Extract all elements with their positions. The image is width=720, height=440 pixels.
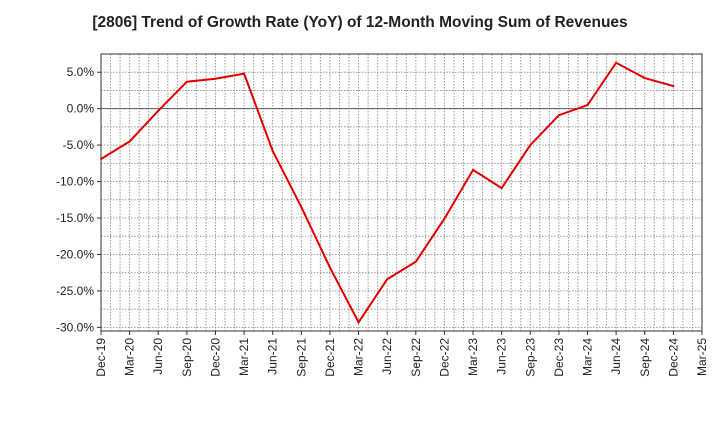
y-tick-label: -25.0% [56,284,94,298]
chart-title: [2806] Trend of Growth Rate (YoY) of 12-… [92,14,628,31]
data-point [472,168,475,171]
data-point [271,149,274,152]
x-tick-label: Mar-25 [695,338,709,376]
x-tick-label: Dec-19 [94,338,108,377]
y-tick-label: -30.0% [56,320,94,334]
x-tick-label: Jun-24 [609,338,623,375]
x-tick-label: Jun-20 [151,338,165,375]
data-point [243,72,246,75]
x-tick-label: Mar-23 [466,338,480,376]
data-point [500,187,503,190]
x-tick-label: Dec-20 [208,338,222,377]
x-tick-label: Sep-20 [180,338,194,377]
data-point [214,77,217,80]
data-point [529,144,532,147]
y-tick-label: 0.0% [67,102,95,116]
y-tick-label: -20.0% [56,247,94,261]
data-point [300,206,303,209]
x-tick-label: Mar-24 [581,338,595,376]
data-point [128,140,131,143]
data-point [557,114,560,117]
data-point [586,104,589,107]
plot-area [101,54,702,331]
y-tick-label: -5.0% [63,138,95,152]
plot-border [100,53,703,332]
data-point [100,157,102,160]
data-point [386,278,389,281]
y-tick-label: -10.0% [56,175,94,189]
data-point [328,266,331,269]
x-tick-label: Sep-24 [638,338,652,377]
x-tick-label: Sep-23 [523,338,537,377]
x-tick-label: Mar-22 [352,338,366,376]
data-point [643,77,646,80]
data-point [157,109,160,112]
x-tick-label: Jun-21 [266,338,280,375]
data-point [357,321,360,324]
x-tick-label: Dec-24 [666,338,680,377]
x-tick-label: Mar-20 [123,338,137,376]
data-point [672,85,675,88]
data-point [443,217,446,220]
data-point [414,260,417,263]
x-tick-label: Mar-21 [237,338,251,376]
data-point [615,61,618,64]
data-point [185,80,188,83]
y-tick-label: -15.0% [56,211,94,225]
x-tick-label: Dec-22 [437,338,451,377]
x-tick-label: Dec-23 [552,338,566,377]
x-tick-label: Sep-21 [294,338,308,377]
x-tick-label: Jun-23 [495,338,509,375]
y-tick-label: 5.0% [67,65,95,79]
x-tick-label: Dec-21 [323,338,337,377]
x-tick-label: Jun-22 [380,338,394,375]
x-tick-label: Sep-22 [409,338,423,377]
